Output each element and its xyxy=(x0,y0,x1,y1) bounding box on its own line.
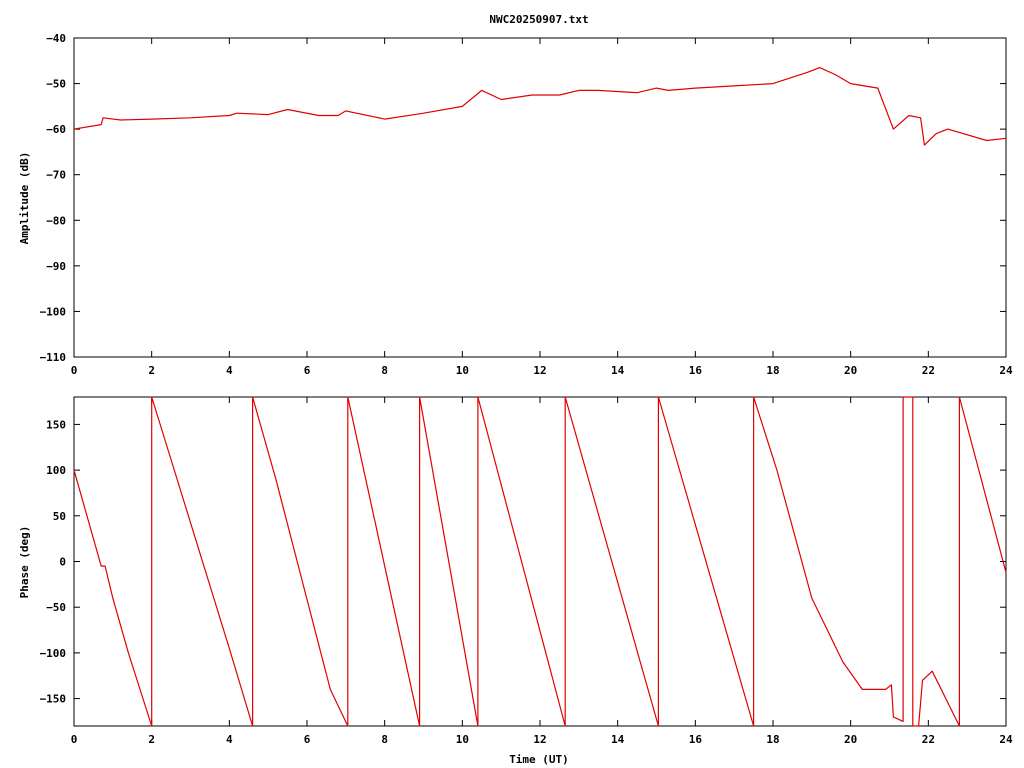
x-tick-label: 6 xyxy=(304,733,311,746)
x-tick-label: 22 xyxy=(922,733,935,746)
x-tick-label: 18 xyxy=(766,733,779,746)
y-tick-label: 100 xyxy=(46,464,66,477)
time-axis-label: Time (UT) xyxy=(509,753,569,766)
x-tick-label: 14 xyxy=(611,733,625,746)
y-tick-label: −100 xyxy=(40,647,67,660)
x-tick-label: 24 xyxy=(999,733,1013,746)
amplitude-panel: 0 2 4 6 8 10 12 14 16 18 20 22 24−40−50−60−70−80−90−… xyxy=(40,32,1013,377)
x-tick-label: 20 xyxy=(844,364,857,377)
x-tick-label: 0 xyxy=(71,733,78,746)
x-tick-label: 20 xyxy=(844,733,857,746)
y-tick-label: −80 xyxy=(46,214,66,227)
x-tick-label: 18 xyxy=(766,364,779,377)
y-tick-label: 150 xyxy=(46,418,66,431)
x-tick-label: 14 xyxy=(611,364,625,377)
x-tick-label: 22 xyxy=(922,364,935,377)
plot-frame xyxy=(73,396,1007,727)
y-tick-label: −40 xyxy=(46,32,66,45)
x-tick-label: 8 xyxy=(381,733,388,746)
phase-axis-label: Phase (deg) xyxy=(18,526,31,599)
x-tick-label: 4 xyxy=(226,733,233,746)
x-tick-label: 4 xyxy=(226,364,233,377)
x-tick-label: 12 xyxy=(533,733,546,746)
y-tick-label: −100 xyxy=(40,305,67,318)
chart-title: NWC20250907.txt xyxy=(489,13,588,26)
y-tick-label: −70 xyxy=(46,169,66,182)
amplitude-series-line xyxy=(73,66,1007,146)
x-tick-label: 16 xyxy=(689,733,703,746)
y-tick-label: 50 xyxy=(53,510,66,523)
x-tick-label: 10 xyxy=(456,733,469,746)
x-tick-label: 2 xyxy=(148,733,155,746)
x-tick-label: 24 xyxy=(999,364,1013,377)
phase-panel: 0 2 4 6 8 10 12 14 16 18 20 22 24150100500−50−100−15… xyxy=(40,396,1013,746)
x-tick-label: 12 xyxy=(533,364,546,377)
y-tick-label: −90 xyxy=(46,260,66,273)
x-tick-label: 6 xyxy=(304,364,311,377)
y-tick-label: −150 xyxy=(40,693,67,706)
phase-series-line xyxy=(73,396,1007,727)
x-tick-label: 2 xyxy=(148,364,155,377)
x-tick-label: 8 xyxy=(381,364,388,377)
y-tick-label: −50 xyxy=(46,601,66,614)
x-tick-label: 16 xyxy=(689,364,703,377)
y-tick-label: −50 xyxy=(46,78,66,91)
amplitude-axis-label: Amplitude (dB) xyxy=(18,152,31,245)
y-tick-label: −110 xyxy=(40,351,67,364)
x-tick-label: 0 xyxy=(71,364,78,377)
y-tick-label: 0 xyxy=(59,556,66,569)
y-tick-label: −60 xyxy=(46,123,66,136)
x-tick-label: 10 xyxy=(456,364,469,377)
